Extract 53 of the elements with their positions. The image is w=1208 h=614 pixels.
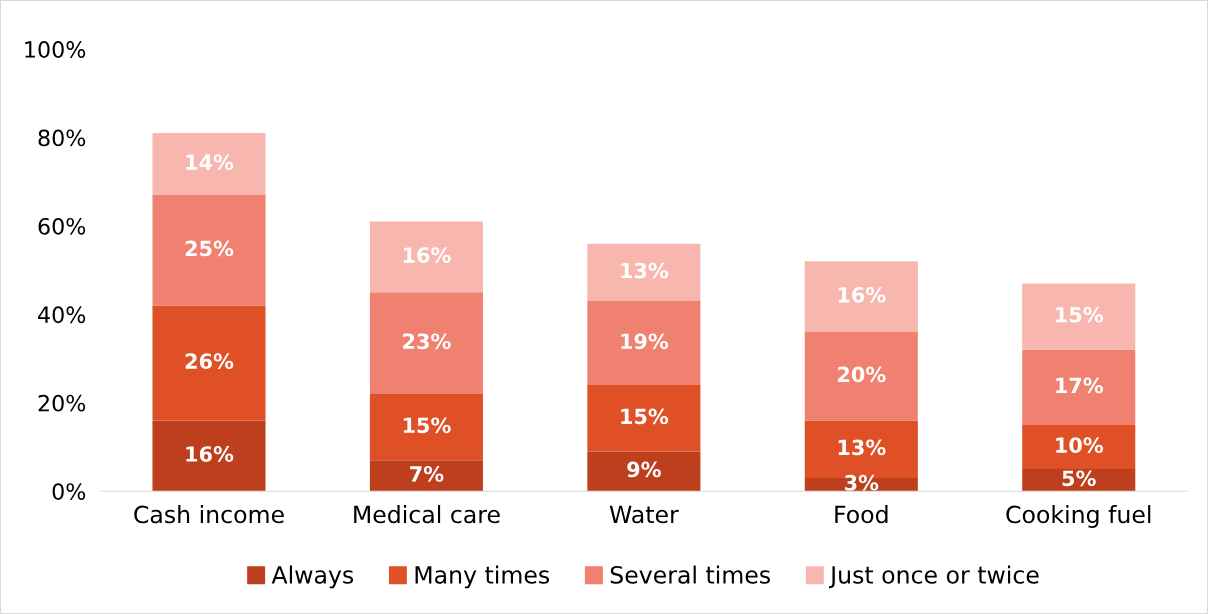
data-label: 14% [186, 154, 234, 171]
data-label: 5% [1062, 470, 1096, 487]
data-label: 20% [838, 366, 886, 383]
data-label: 17% [1056, 377, 1104, 394]
data-label: 7% [410, 466, 444, 482]
bar [587, 243, 701, 302]
data-label: 9% [627, 461, 661, 478]
bar [369, 460, 483, 492]
data-label: 3% [845, 474, 879, 491]
y-tick-label: 40% [38, 306, 86, 324]
data-label: 23% [403, 333, 451, 350]
bar [587, 385, 701, 452]
data-label: 15% [621, 408, 669, 425]
data-label: 16% [186, 446, 234, 462]
bar [1022, 424, 1136, 470]
bar [369, 393, 483, 461]
y-tick-label: 100% [25, 41, 86, 58]
bar [369, 221, 483, 293]
bar [1022, 283, 1136, 350]
x-tick-label: Medical care [354, 505, 500, 524]
x-tick-label: Water [609, 505, 679, 524]
data-label: 13% [838, 439, 886, 456]
data-label: 16% [403, 247, 451, 263]
bar [152, 133, 266, 196]
legend-label: Just once or twice [828, 565, 1039, 589]
legend-label: Always [271, 565, 354, 589]
legend-label: Several times [610, 565, 770, 584]
y-tick-label: 20% [38, 394, 86, 412]
data-label: 16% [838, 286, 886, 303]
bar [804, 332, 918, 421]
data-label: 10% [1056, 437, 1104, 454]
data-label: 19% [621, 333, 669, 350]
data-label: 26% [185, 353, 234, 370]
data-label: 13% [621, 262, 669, 279]
bar [587, 451, 701, 492]
data-label: 25% [185, 240, 234, 257]
y-tick-label: 80% [38, 129, 86, 147]
bar [152, 195, 266, 306]
legend-label: Many times [415, 565, 550, 589]
y-tick-label: 0% [52, 483, 86, 500]
data-label: 15% [403, 417, 451, 434]
bar [804, 261, 918, 333]
bar [1022, 349, 1136, 425]
bar [1022, 469, 1136, 492]
bar [152, 305, 266, 421]
bar [587, 301, 701, 386]
bar [369, 292, 483, 394]
x-tick-label: Food [835, 505, 888, 524]
y-tick-label: 60% [38, 217, 86, 235]
bar [152, 420, 266, 492]
data-label: 15% [1056, 306, 1104, 323]
x-tick-label: Cash income [134, 505, 284, 524]
x-tick-label: Cooking fuel [1006, 505, 1151, 528]
